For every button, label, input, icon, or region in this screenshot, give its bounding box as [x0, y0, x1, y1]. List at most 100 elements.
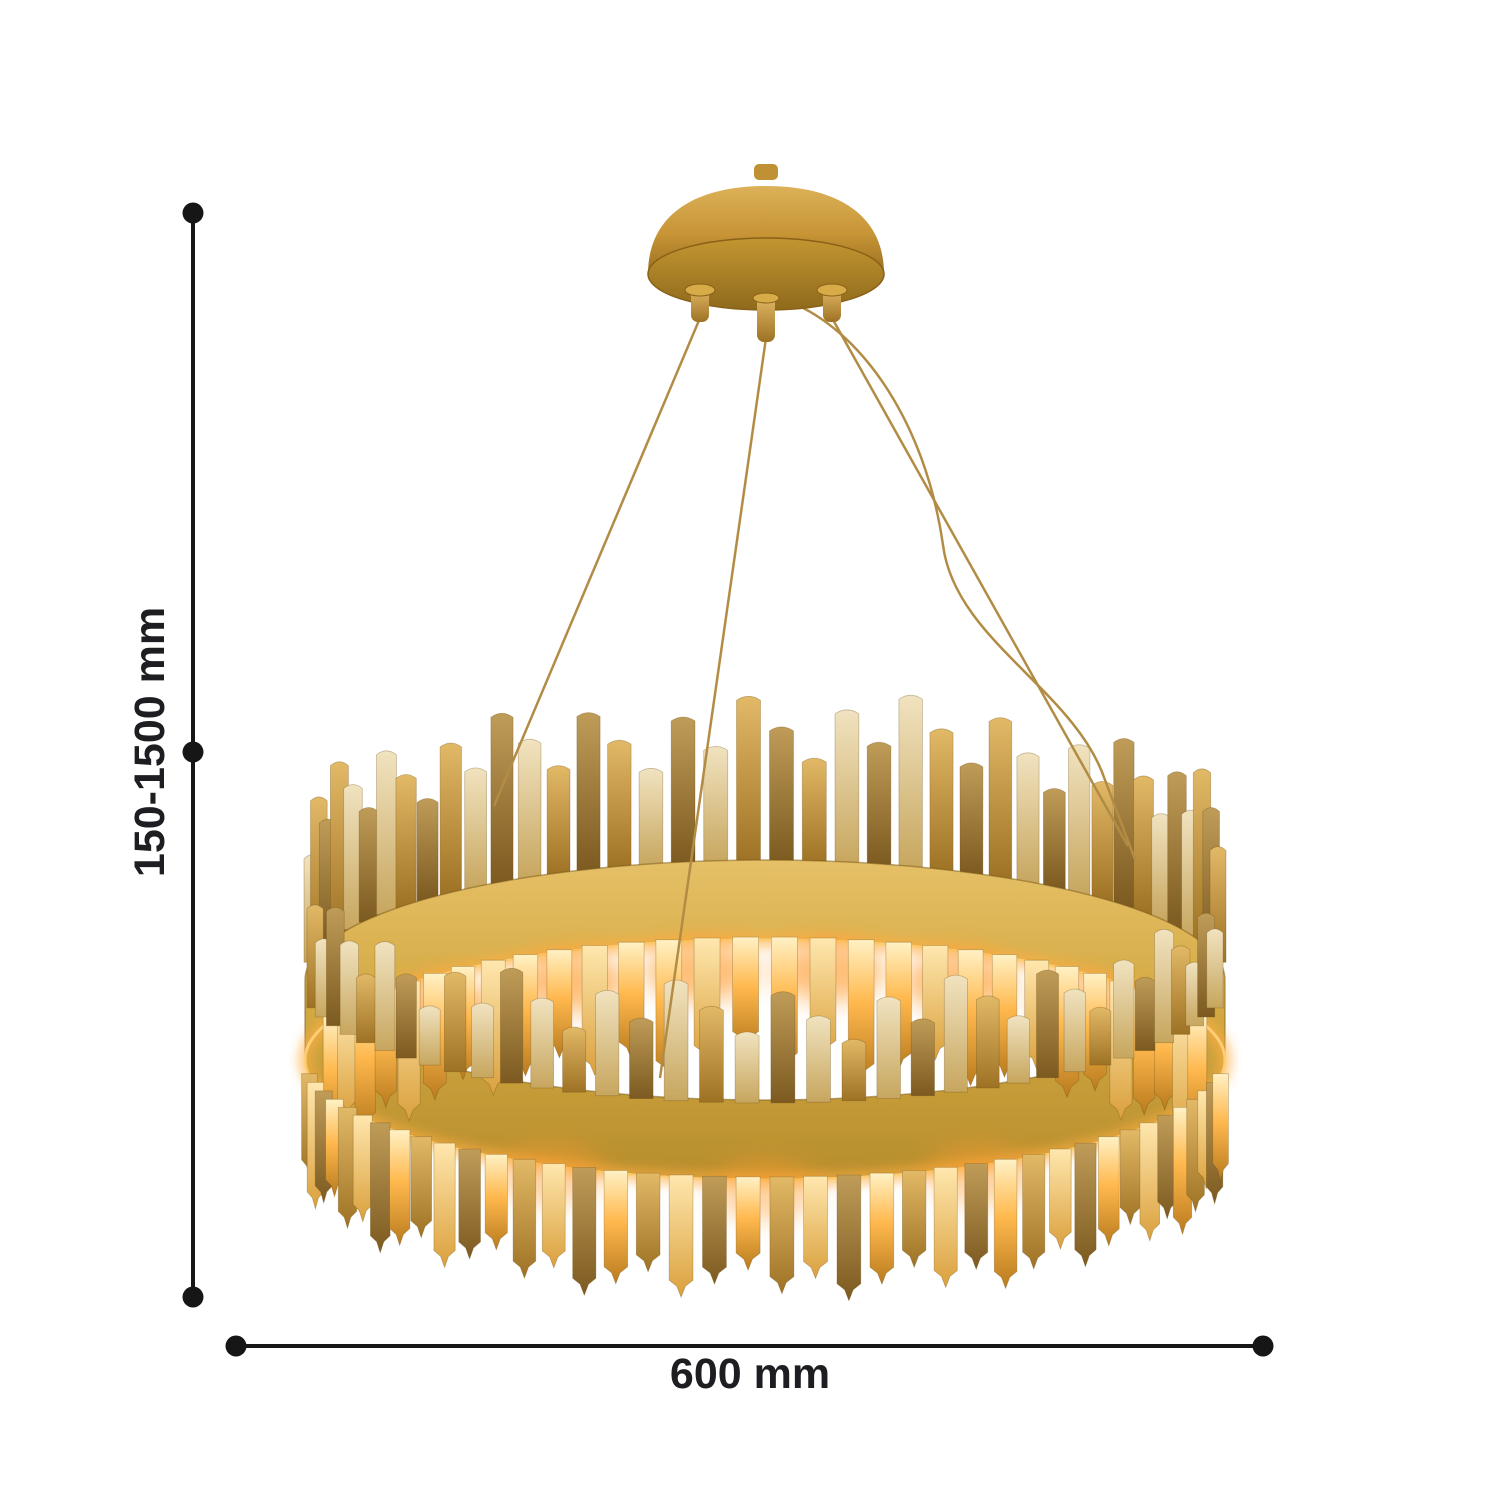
- crystal-prism: [629, 1017, 654, 1099]
- crystal-prism: [1063, 988, 1086, 1073]
- canopy-top-stub: [754, 164, 778, 180]
- crystal-prism: [541, 1163, 566, 1270]
- crystal-prism: [500, 967, 524, 1084]
- crystal-prism: [902, 1170, 927, 1269]
- crystal-prism: [703, 746, 729, 865]
- crystal-prism: [866, 741, 892, 868]
- crystal-prism: [638, 767, 664, 868]
- crystal-prism: [635, 1172, 661, 1273]
- crystal-prism: [376, 750, 397, 916]
- crystal-prism: [1043, 788, 1066, 891]
- crystal-prism: [517, 738, 542, 881]
- crystal-prism: [1074, 1142, 1097, 1268]
- crystal-prism: [801, 757, 827, 865]
- height-dimension: 150-1500 mm: [126, 202, 204, 1308]
- crystal-prism: [803, 1175, 828, 1280]
- crystal-prism: [1022, 1154, 1046, 1271]
- crystal-prism: [546, 765, 571, 877]
- crystal-prism: [576, 712, 601, 873]
- crystal-prism: [1068, 744, 1091, 896]
- crystal-prism: [668, 1174, 694, 1299]
- crystal-prism: [876, 996, 901, 1099]
- crystal-prism: [964, 1163, 989, 1271]
- crystal-prism: [869, 1172, 895, 1286]
- crystal-prism: [993, 1158, 1018, 1290]
- crystal-prism: [1113, 738, 1135, 909]
- crystal-prism: [343, 784, 363, 930]
- crystal-prism: [663, 979, 689, 1102]
- crystal-prism: [1206, 928, 1224, 1009]
- crystal-prism: [702, 1175, 727, 1286]
- ceiling-canopy: [647, 164, 885, 342]
- width-dim-dot-left: [225, 1335, 247, 1357]
- crystal-prism: [458, 1148, 481, 1261]
- suspension-wire-left: [492, 317, 702, 807]
- crystal-prism: [530, 997, 554, 1089]
- crystal-prism: [988, 717, 1013, 881]
- crystal-row-near-upper: [306, 904, 1224, 1104]
- crystal-row-near-lower: [301, 1073, 1229, 1302]
- suspension-wires: [492, 300, 1138, 1079]
- crystal-prism: [512, 1158, 537, 1280]
- crystal-prism: [959, 762, 984, 877]
- cable-fitting-center: [752, 292, 780, 342]
- crystal-prism: [339, 940, 359, 1035]
- crystal-prism: [1134, 976, 1156, 1051]
- height-dim-dot-middle: [182, 741, 204, 763]
- crystal-prism: [1119, 1129, 1141, 1226]
- crystal-prism: [410, 1136, 432, 1239]
- crystal-prism: [464, 767, 487, 891]
- crystal-prism: [943, 974, 968, 1093]
- cable-fitting-right: [816, 283, 848, 322]
- crystal-prism: [769, 726, 794, 864]
- crystal-prism: [439, 742, 462, 896]
- height-dim-dot-bottom: [182, 1286, 204, 1308]
- height-dim-dot-top: [182, 202, 204, 224]
- crystal-prism: [603, 1170, 628, 1285]
- crystal-prism: [929, 728, 954, 873]
- crystal-prism: [374, 941, 396, 1051]
- crystal-prism: [1049, 1148, 1072, 1251]
- height-dimension-label: 150-1500 mm: [126, 607, 174, 877]
- crystal-prism: [416, 798, 439, 902]
- crystal-prism: [1171, 945, 1191, 1035]
- crystal-prism: [735, 1176, 761, 1272]
- crystal-prism: [734, 1031, 760, 1104]
- crystal-prism: [1089, 1006, 1112, 1066]
- crystal-prism: [841, 1038, 867, 1102]
- crystal-prism: [898, 694, 923, 870]
- crystal-prism: [572, 1167, 597, 1297]
- crystal-prism: [910, 1018, 935, 1097]
- crystal-prism: [770, 991, 796, 1104]
- crystal-prism: [490, 712, 514, 885]
- crystal-prism: [670, 716, 696, 866]
- crystal-prism: [389, 1129, 411, 1247]
- crystal-prism: [352, 1114, 373, 1224]
- crystal-prism: [607, 739, 632, 870]
- crystal-prism: [1139, 1122, 1160, 1243]
- crystal-prism: [699, 1005, 724, 1103]
- crystal-prism: [484, 1154, 508, 1251]
- suspension-wire-center: [658, 337, 768, 1079]
- crystal-prism: [471, 1002, 494, 1079]
- width-dimension-label: 600 mm: [670, 1350, 830, 1398]
- crystal-prism: [562, 1026, 587, 1093]
- crystal-prism: [358, 807, 379, 923]
- crystal-prism: [1154, 928, 1174, 1044]
- crystal-prism: [933, 1167, 958, 1289]
- crystal-prism: [356, 973, 376, 1044]
- crystal-prism: [1113, 959, 1135, 1059]
- cable-fitting-left: [684, 283, 716, 322]
- width-dim-dot-right: [1252, 1335, 1274, 1357]
- suspension-wire-right: [830, 317, 1130, 847]
- crystal-prism: [806, 1015, 831, 1103]
- crystal-prism: [1212, 1073, 1229, 1183]
- crystal-prism: [395, 774, 417, 909]
- crystal-prism: [370, 1122, 391, 1255]
- crystal-prism: [326, 906, 345, 1027]
- crystal-prism: [769, 1176, 795, 1295]
- crystal-prism: [1006, 1015, 1030, 1084]
- crystal-prism: [834, 709, 860, 866]
